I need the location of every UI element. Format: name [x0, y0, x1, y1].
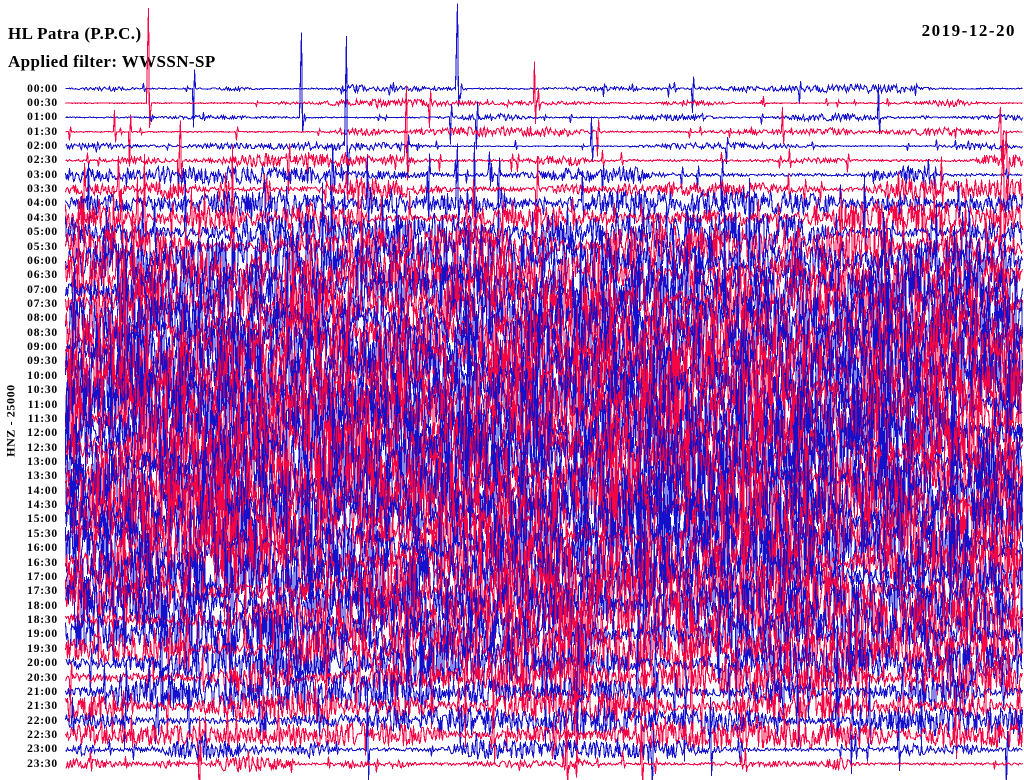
- time-label: 16:30: [27, 556, 58, 569]
- trace-row: [64, 396, 1024, 535]
- time-label: 12:00: [27, 427, 58, 440]
- trace-row: [65, 411, 1024, 586]
- time-label: 14:00: [27, 484, 58, 497]
- trace-row: [64, 306, 1024, 484]
- time-label: 02:30: [27, 154, 58, 167]
- trace-row: [64, 139, 1024, 260]
- time-label: 06:30: [27, 269, 58, 282]
- trace-row: [65, 106, 1023, 167]
- time-label: 01:00: [27, 111, 58, 124]
- trace-row: [64, 267, 1024, 407]
- trace-row: [64, 145, 1024, 272]
- trace-row: [64, 402, 1024, 567]
- trace-row: [65, 685, 1023, 780]
- trace-row: [64, 357, 1024, 527]
- time-label: 07:30: [27, 297, 58, 310]
- time-label: 08:00: [27, 312, 58, 325]
- trace-row: [64, 540, 1024, 684]
- trace-row: [64, 467, 1024, 640]
- trace-row: [64, 308, 1023, 475]
- time-label: 20:30: [27, 671, 58, 684]
- time-label: 23:00: [27, 743, 58, 756]
- time-label: 00:00: [27, 82, 58, 95]
- trace-row: [64, 564, 1024, 722]
- time-label: 20:00: [27, 657, 58, 670]
- time-label: 10:00: [27, 369, 58, 382]
- time-label: 04:00: [27, 197, 58, 210]
- time-label: 18:30: [27, 614, 58, 627]
- time-label: 18:00: [27, 599, 58, 612]
- trace-row: [65, 85, 1024, 206]
- trace-row: [64, 173, 1023, 302]
- trace-row: [64, 178, 1024, 339]
- time-label: 21:30: [27, 700, 58, 713]
- time-label: 05:00: [27, 226, 58, 239]
- trace-row: [64, 189, 1024, 298]
- time-label: 05:30: [27, 240, 58, 253]
- trace-row: [64, 268, 1024, 432]
- trace-row: [64, 522, 1024, 696]
- time-label: 02:00: [27, 139, 58, 152]
- trace-row: [65, 708, 1023, 780]
- time-label: 21:00: [27, 685, 58, 698]
- trace-row: [65, 32, 1024, 150]
- time-label: 11:00: [27, 398, 58, 411]
- trace-row: [64, 541, 1024, 699]
- time-label: 01:30: [27, 125, 58, 138]
- trace-row: [64, 422, 1024, 606]
- trace-row: [64, 254, 1024, 423]
- time-label: 22:00: [27, 714, 58, 727]
- trace-row: [65, 676, 1024, 774]
- trace-row: [64, 141, 1024, 240]
- time-label: 14:30: [27, 499, 58, 512]
- trace-row: [64, 207, 1024, 378]
- trace-row: [64, 578, 1024, 730]
- time-label: 10:30: [27, 384, 58, 397]
- trace-row: [64, 600, 1024, 748]
- trace-row: [64, 669, 1024, 775]
- trace-row: [64, 199, 1024, 338]
- trace-row: [64, 616, 1024, 752]
- trace-row: [64, 642, 1023, 739]
- time-axis: 00:00 00:30 01:00 01:30 02:00 02:30 03:00 03:30…: [0, 0, 58, 780]
- time-label: 16:00: [27, 542, 58, 555]
- trace-row: [65, 441, 1023, 607]
- trace-row: [64, 245, 1024, 383]
- trace-row: [64, 462, 1024, 641]
- time-label: 19:00: [27, 628, 58, 641]
- time-label: 09:30: [27, 355, 58, 368]
- time-label: 08:30: [27, 326, 58, 339]
- trace-row: [64, 364, 1024, 543]
- time-label: 00:30: [27, 96, 58, 109]
- time-label: 15:30: [27, 527, 58, 540]
- trace-row: [64, 513, 1024, 656]
- time-label: 03:30: [27, 183, 58, 196]
- time-label: 07:00: [27, 283, 58, 296]
- time-label: 22:30: [27, 728, 58, 741]
- time-label: 12:30: [27, 441, 58, 454]
- time-label: 15:00: [27, 513, 58, 526]
- time-label: 13:00: [27, 456, 58, 469]
- time-label: 03:00: [27, 168, 58, 181]
- trace-row: [64, 233, 1024, 410]
- time-label: 11:30: [27, 412, 58, 425]
- time-label: 13:30: [27, 470, 58, 483]
- time-label: 23:30: [27, 757, 58, 770]
- time-label: 09:00: [27, 341, 58, 354]
- time-label: 06:00: [27, 254, 58, 267]
- trace-row: [64, 322, 1024, 509]
- trace-row: [64, 299, 1024, 466]
- time-label: 19:30: [27, 642, 58, 655]
- date-label: 2019-12-20: [921, 21, 1016, 40]
- time-label: 17:30: [27, 585, 58, 598]
- trace-row: [65, 578, 1023, 746]
- time-label: 04:30: [27, 211, 58, 224]
- trace-row: [64, 380, 1024, 566]
- time-label: 17:00: [27, 570, 58, 583]
- trace-row: [64, 144, 1023, 237]
